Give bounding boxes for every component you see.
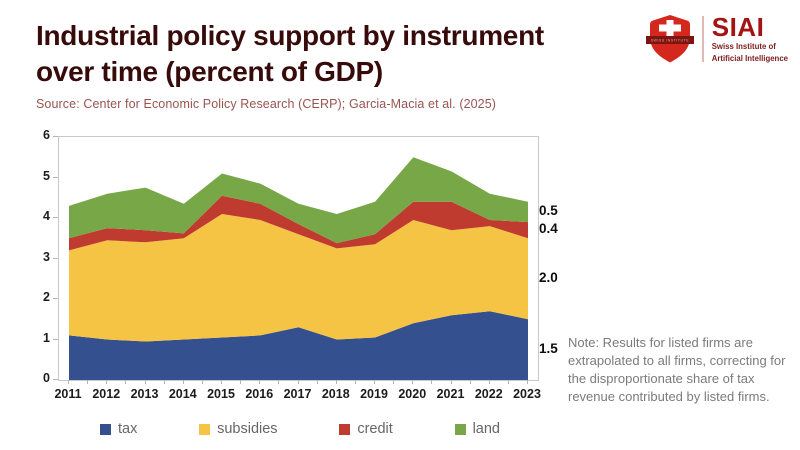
legend-item-subsidies: subsidies: [199, 421, 278, 437]
x-axis-tick: [125, 380, 127, 384]
source-line: Source: Center for Economic Policy Resea…: [36, 97, 497, 111]
credit-swatch-icon: [339, 423, 351, 435]
legend-label-credit: credit: [357, 421, 393, 437]
logo-subtitle-line-2: Artificial Intelligence: [711, 54, 788, 63]
x-axis-label-2023: 2023: [513, 387, 541, 401]
end-label-tax: 1.5: [539, 340, 558, 356]
end-label-subsidies: 2.0: [539, 269, 558, 285]
tax-swatch-icon: [100, 423, 111, 435]
y-axis-label-5: 5: [43, 168, 50, 183]
x-axis-label-2017: 2017: [283, 387, 312, 401]
subsidies-swatch-icon: [199, 423, 211, 435]
y-axis-tick: [53, 257, 58, 259]
area-series-svg: [69, 157, 528, 380]
x-axis-label-2021: 2021: [436, 387, 465, 401]
title-line-2: over time (percent of GDP): [36, 56, 383, 88]
x-axis-tick: [182, 380, 184, 384]
x-axis-tick: [259, 380, 261, 384]
x-axis-tick: [163, 380, 165, 384]
y-axis-label-6: 6: [43, 128, 50, 142]
x-axis-label-2018: 2018: [321, 387, 350, 401]
legend-item-tax: tax: [100, 421, 137, 437]
legend-item-land: land: [454, 421, 500, 437]
x-axis-label-2014: 2014: [168, 387, 197, 401]
legend-label-land: land: [472, 421, 500, 437]
shield-banner-text: SWISS INSTITUTE: [651, 38, 690, 42]
area-tax: [69, 311, 528, 380]
x-axis-tick: [201, 380, 203, 384]
x-axis-label-2020: 2020: [398, 387, 427, 401]
x-axis-tick: [488, 380, 490, 384]
y-axis-tick: [53, 379, 58, 380]
legend-label-subsidies: subsidies: [217, 421, 278, 437]
x-axis-tick: [450, 380, 452, 384]
x-axis-tick: [106, 380, 108, 384]
y-axis-tick: [53, 298, 58, 299]
plot-area: [58, 136, 539, 381]
area-subsidies: [69, 214, 528, 342]
siai-logo: SWISS INSTITUTE SIAI Swiss Institute of …: [646, 14, 788, 64]
end-label-credit: 0.4: [539, 221, 558, 237]
x-axis-label-2013: 2013: [130, 387, 159, 401]
x-axis-tick: [68, 380, 69, 384]
x-axis-label-2022: 2022: [474, 387, 503, 401]
x-axis-tick: [87, 380, 89, 384]
logo-text: SIAI Swiss Institute of Artificial Intel…: [712, 14, 788, 63]
logo-subtitle-line-1: Swiss Institute of: [711, 42, 776, 52]
end-label-land: 0.5: [539, 202, 558, 218]
title-line-1: Industrial policy support by instrument: [36, 20, 544, 51]
area-land: [69, 157, 528, 244]
x-axis-tick: [144, 380, 146, 384]
logo-acronym: SIAI: [711, 12, 765, 43]
x-axis-tick: [527, 380, 528, 384]
logo-divider: [702, 16, 704, 62]
legend: tax subsidies credit land: [100, 421, 500, 437]
x-axis-tick: [278, 380, 280, 384]
x-axis-label-2019: 2019: [360, 387, 388, 401]
x-axis-tick: [507, 380, 509, 384]
x-axis-tick: [374, 380, 375, 384]
x-axis-label-2011: 2011: [54, 387, 82, 401]
x-axis-tick: [240, 380, 242, 384]
y-axis-label-2: 2: [43, 290, 50, 304]
y-axis-tick: [53, 217, 58, 218]
swiss-shield-icon: SWISS INSTITUTE: [646, 15, 695, 63]
x-axis-tick: [393, 380, 395, 384]
legend-item-credit: credit: [339, 421, 393, 437]
y-axis-tick: [53, 338, 58, 340]
y-axis-tick: [53, 176, 58, 178]
x-axis-label-2012: 2012: [92, 387, 121, 401]
x-axis-tick: [221, 380, 222, 384]
x-axis-tick: [297, 380, 299, 384]
y-axis-label-4: 4: [43, 209, 50, 223]
x-axis-label-2016: 2016: [245, 387, 274, 401]
x-axis-tick: [412, 380, 414, 384]
area-credit: [69, 195, 528, 251]
x-axis-tick: [431, 380, 433, 384]
y-axis-tick: [53, 136, 58, 137]
x-axis-tick: [469, 380, 471, 384]
footnote: Note: Results for listed firms are extra…: [568, 335, 786, 404]
page-title: Industrial policy support by instrument o…: [36, 18, 636, 91]
y-axis-label-0: 0: [43, 371, 50, 385]
x-axis-tick: [354, 380, 356, 384]
y-axis-label-3: 3: [43, 249, 50, 264]
x-axis-tick: [335, 380, 337, 384]
y-axis-label-1: 1: [43, 330, 50, 345]
x-axis-label-2015: 2015: [207, 387, 235, 401]
legend-label-tax: tax: [118, 421, 138, 437]
x-axis-tick: [316, 380, 318, 384]
land-swatch-icon: [454, 423, 466, 435]
